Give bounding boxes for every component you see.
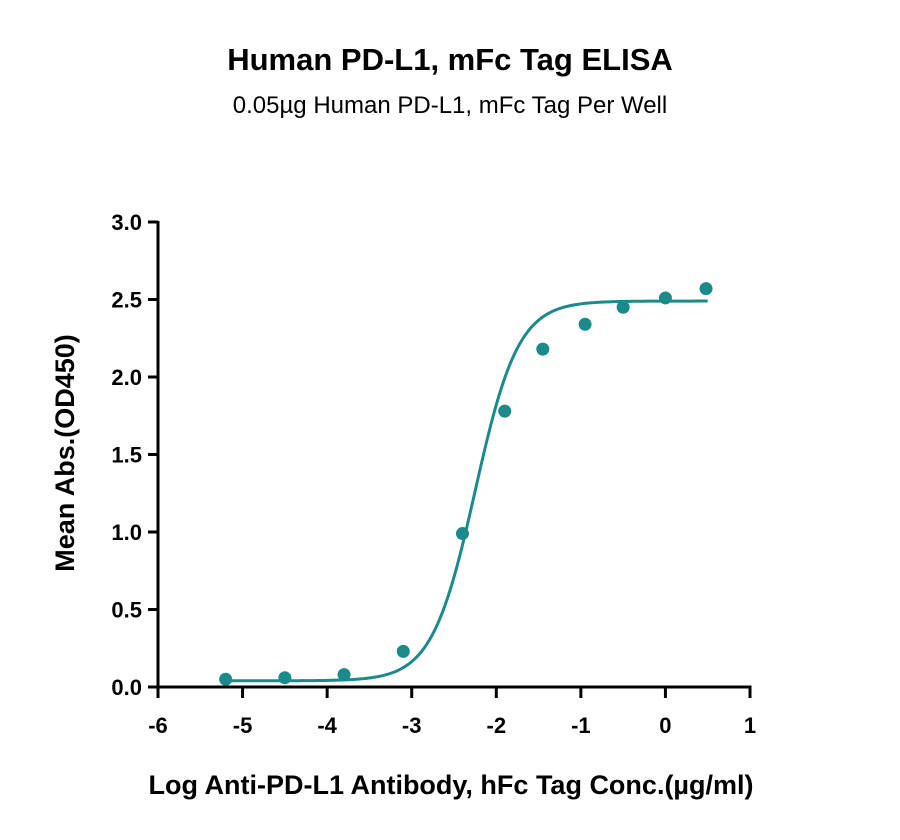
data-point (658, 291, 672, 305)
data-point (455, 527, 469, 541)
x-tick-label: -1 (571, 713, 591, 738)
data-point (578, 317, 592, 331)
y-tick-label: 2.5 (111, 288, 142, 313)
x-tick-label: -4 (317, 713, 337, 738)
y-tick-label: 1.0 (111, 520, 142, 545)
chart-subtitle: 0.05µg Human PD-L1, mFc Tag Per Well (232, 92, 668, 119)
data-point (699, 282, 713, 296)
x-tick-label: -6 (148, 713, 168, 738)
fit-curve (225, 299, 708, 683)
data-point (278, 671, 292, 685)
x-tick-label: 0 (659, 713, 671, 738)
x-tick-label: -3 (402, 713, 422, 738)
data-point (219, 672, 233, 686)
chart-title: Human PD-L1, mFc Tag ELISA (227, 42, 673, 77)
y-tick-label: 0.5 (111, 598, 142, 623)
y-tick-label: 1.5 (111, 443, 142, 468)
x-tick-label: -2 (487, 713, 507, 738)
y-axis-label: Mean Abs.(OD450) (50, 334, 80, 572)
data-point (396, 644, 410, 658)
axes: 0.0 0.5 1.0 1.5 2.0 2.5 3.0 -6 -5 -4 -3 -2 -1 0 1 (111, 210, 756, 738)
x-axis-label: Log Anti-PD-L1 Antibody, hFc Tag Conc.(µ… (149, 770, 754, 800)
points-layer (219, 282, 713, 686)
x-tick-label: -5 (233, 713, 253, 738)
data-point (616, 300, 630, 314)
y-tick-label: 0.0 (111, 675, 142, 700)
data-point (337, 668, 351, 682)
data-point (536, 342, 550, 356)
y-tick-label: 2.0 (111, 365, 142, 390)
x-tick-label: 1 (744, 713, 756, 738)
y-tick-label: 3.0 (111, 210, 142, 235)
data-point (498, 404, 512, 418)
fit-layer (225, 299, 708, 683)
